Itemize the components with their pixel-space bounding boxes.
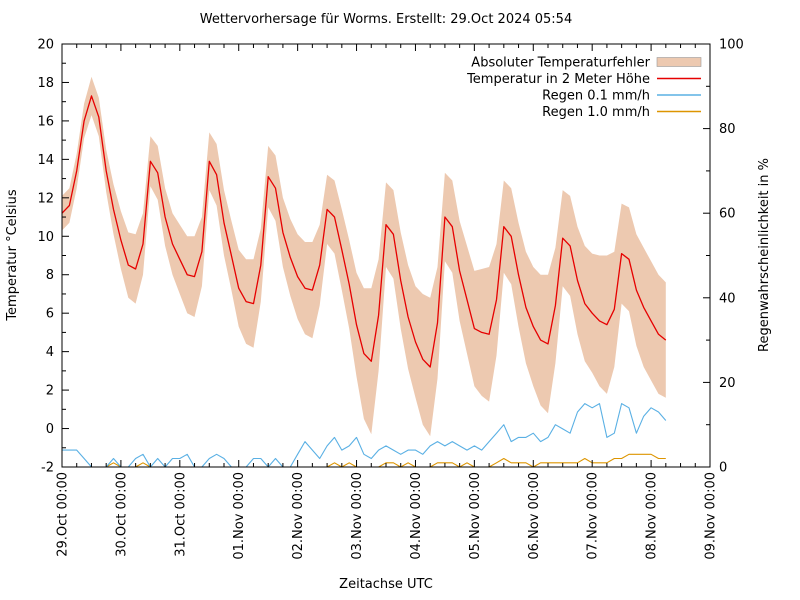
x-tick-label: 29.Oct 00:00 [56,472,71,557]
y-right-tick-label: 100 [719,38,744,53]
x-tick-label: 09.Nov 00:00 [704,472,719,560]
rain-01mm-line [62,403,667,468]
x-tick-label: 30.Oct 00:00 [114,472,129,557]
legend-label: Temperatur in 2 Meter Höhe [466,72,650,87]
y-right-tick-label: 0 [719,461,727,476]
legend-band-swatch [656,57,702,67]
y-left-tick-label: 8 [46,268,54,283]
y-left-tick-label: 10 [37,230,54,245]
temperature-line [61,95,667,368]
y-right-tick-label: 80 [719,122,736,137]
x-tick-label: 03.Nov 00:00 [350,472,365,560]
y-left-tick-label: 2 [46,384,54,399]
x-tick-label: 01.Nov 00:00 [232,472,247,560]
x-tick-label: 02.Nov 00:00 [291,472,306,560]
x-tick-label: 07.Nov 00:00 [586,472,601,560]
y-left-tick-label: 18 [37,76,54,91]
x-tick-label: 08.Nov 00:00 [645,472,660,560]
y-right-tick-label: 20 [719,376,736,391]
y-left-tick-label: 16 [37,114,54,129]
y-right-tick-label: 60 [719,207,736,222]
x-tick-label: 04.Nov 00:00 [409,472,424,560]
y-left-tick-label: -2 [41,461,54,476]
x-axis-label: Zeitachse UTC [339,577,433,592]
y-right-tick-label: 40 [719,291,736,306]
legend-label: Regen 0.1 mm/h [542,89,650,104]
y-left-tick-label: 14 [37,153,54,168]
temperature-error-band [62,76,666,437]
y-left-tick-label: 20 [37,38,54,53]
x-tick-label: 06.Nov 00:00 [527,472,542,560]
x-tick-label: 05.Nov 00:00 [468,472,483,560]
y-left-tick-label: 0 [46,422,54,437]
chart-title: Wettervorhersage für Worms. Erstellt: 29… [200,12,572,27]
y-axis-right-label: Regenwahrscheinlichkeit in % [757,158,772,352]
legend-label: Absoluter Temperaturfehler [471,56,650,71]
y-axis-left-label: Temperatur °Celsius [5,189,20,322]
y-left-tick-label: 4 [46,345,54,360]
plot-area: 29.Oct 00:00 30.Oct 00:00 31.Oct 00:00 01.N… [37,38,743,560]
x-tick-label: 31.Oct 00:00 [173,472,188,557]
y-left-tick-label: 12 [37,191,54,206]
y-left-tick-label: 6 [46,307,54,322]
legend-label: Regen 1.0 mm/h [542,105,650,120]
